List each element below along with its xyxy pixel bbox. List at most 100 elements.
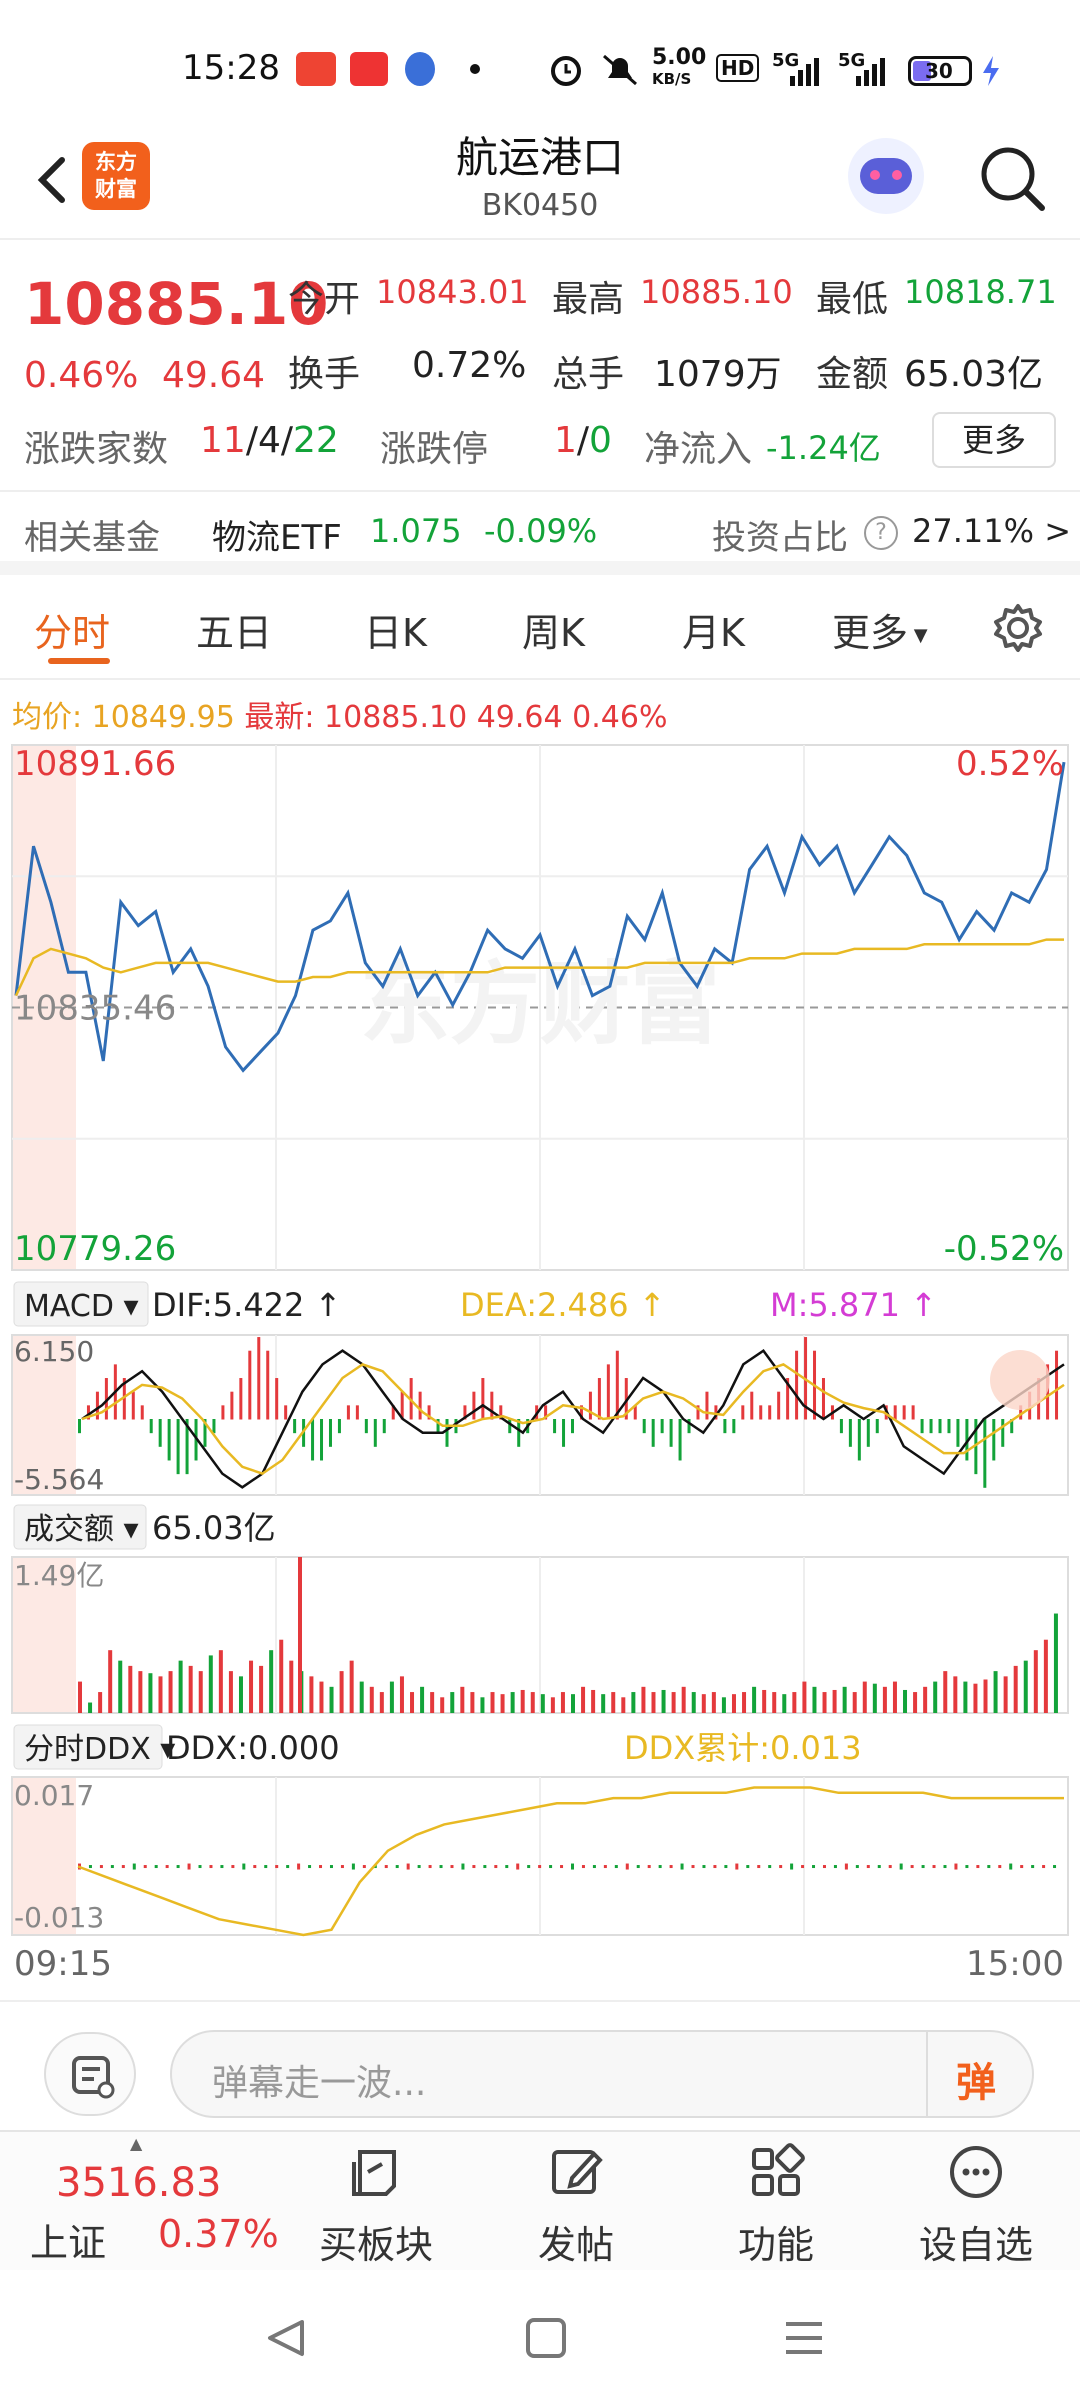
ddx-bar (132, 1863, 136, 1870)
macd-hist-bar (1055, 1350, 1059, 1420)
amount-bar (591, 1689, 596, 1713)
latest-change: 49.64 (476, 700, 563, 735)
amount-bar (963, 1681, 968, 1713)
avg-value: 10849.95 (91, 700, 235, 735)
charging-icon (983, 56, 999, 86)
ddx-bar (647, 1865, 651, 1869)
buy-block-label: 买板块 (318, 2223, 433, 2267)
danmu-send-button[interactable]: 弹 (926, 2032, 1032, 2116)
amount-bar (460, 1686, 465, 1713)
amount-bar (721, 1697, 726, 1713)
macd-hist-bar (499, 1405, 503, 1420)
nav-back-icon[interactable] (262, 2316, 310, 2360)
investment-ratio-value[interactable]: 27.11% > (912, 512, 1071, 550)
macd-hist-bar (974, 1419, 978, 1475)
add-watchlist-button[interactable]: 设自选 (886, 2142, 1066, 2269)
ddx-bar (406, 1863, 410, 1870)
macd-hist-bar (553, 1419, 557, 1434)
ddx-bar (855, 1865, 859, 1869)
ddx-bar (713, 1865, 717, 1869)
amount-selector-label: 成交额 ▾ (24, 1512, 139, 1547)
macd-hist-bar (651, 1419, 655, 1447)
volume-label: 总手 (552, 354, 625, 395)
nav-recents-icon[interactable] (782, 2316, 826, 2360)
buy-block-button[interactable]: 买板块 (286, 2142, 466, 2269)
tab-daily-k[interactable]: 日K (364, 611, 427, 655)
tab-five-day[interactable]: 五日 (196, 611, 273, 655)
macd-hist-bar (293, 1419, 297, 1434)
macd-hist-bar (544, 1405, 548, 1420)
help-icon[interactable]: ? (864, 516, 898, 550)
nav-home-icon[interactable] (524, 2316, 568, 2360)
danmu-input[interactable]: 弹幕走一波... 弹 (170, 2030, 1034, 2118)
signal-2-label: 5G (838, 50, 866, 71)
signal-1-label: 5G (772, 50, 800, 71)
ddx-bar (143, 1865, 147, 1869)
amount-label: 金额 (816, 354, 889, 395)
ddx-selector (13, 1724, 163, 1770)
amount-bar (601, 1694, 606, 1713)
tab-more[interactable]: 更多 ▼ (832, 611, 928, 655)
intraday-info-line: 均价: 10849.95 最新: 10885.10 49.64 0.46% (12, 692, 667, 736)
danmu-input-bar: 弹幕走一波... 弹 (0, 2000, 1080, 2130)
amount-bar (852, 1692, 857, 1713)
turnover-label: 换手 (288, 354, 361, 395)
ddx-bar (910, 1865, 914, 1869)
avg-label: 均价: (12, 700, 83, 735)
ddx-bar (669, 1865, 673, 1869)
amount-bar (78, 1681, 82, 1713)
ddx-axis-bottom: -0.013 (14, 1901, 104, 1934)
ddx-bar (1020, 1865, 1024, 1869)
tab-intraday[interactable]: 分时 (34, 611, 111, 655)
macd-hist-bar (938, 1419, 942, 1434)
macd-hist-bar (992, 1419, 996, 1461)
ddx-bar (450, 1865, 454, 1869)
settings-gear-icon[interactable] (990, 600, 1046, 656)
back-arrow-icon[interactable] (24, 142, 76, 218)
ddx-bar (614, 1865, 618, 1869)
amount-bar (691, 1692, 696, 1713)
amount-bar (98, 1692, 103, 1713)
ddx-bar (833, 1865, 837, 1869)
amount-bar (611, 1692, 616, 1713)
index-ticker[interactable]: ▲ 3516.83 上证 0.37% (30, 2134, 290, 2268)
amount-bar (1043, 1639, 1048, 1713)
amount-bar (420, 1686, 425, 1713)
robot-assistant-avatar[interactable] (848, 138, 924, 214)
amount-bar (369, 1686, 374, 1713)
function-button[interactable]: 功能 (686, 2142, 866, 2269)
post-button[interactable]: 发帖 (486, 2142, 666, 2269)
ddx-bar (176, 1865, 180, 1869)
macd-dea-label: DEA:2.486 ↑ (460, 1286, 666, 1324)
macd-hist-bar (257, 1337, 261, 1420)
macd-hist-bar (615, 1350, 619, 1420)
amount-bar (208, 1655, 213, 1713)
macd-hist-bar (768, 1405, 772, 1420)
related-fund-row[interactable]: 相关基金 物流ETF 1.075 -0.09% 投资占比 ? 27.11% > (0, 490, 1080, 575)
paw-notification-icon (405, 52, 435, 86)
amount-bar (973, 1683, 978, 1713)
macd-hist-bar (311, 1419, 315, 1461)
more-button[interactable]: 更多 (932, 412, 1056, 468)
macd-hist-bar (1001, 1419, 1005, 1447)
macd-hist-bar (956, 1419, 960, 1447)
macd-hist-bar (481, 1378, 485, 1420)
tab-weekly-k[interactable]: 周K (522, 611, 585, 655)
ddx-bar (362, 1865, 366, 1869)
macd-hist-bar (320, 1419, 324, 1461)
ddx-bar (976, 1865, 980, 1869)
search-icon[interactable] (976, 142, 1048, 214)
expand-chart-icon[interactable] (990, 1350, 1050, 1410)
ddx-pre-shade (12, 1777, 76, 1935)
macd-hist-bar (920, 1419, 924, 1434)
macd-hist-bar (275, 1378, 279, 1420)
macd-hist-bar (221, 1405, 225, 1420)
danmu-settings-button[interactable] (44, 2032, 136, 2116)
tab-monthly-k[interactable]: 月K (682, 611, 745, 655)
amount-bar (752, 1686, 757, 1713)
fund-name[interactable]: 物流ETF (212, 518, 342, 558)
ddx-bar (1053, 1865, 1057, 1869)
intraday-chart-area[interactable]: 东方财富10891.6610835.4610779.260.52%-0.52%M… (0, 735, 1080, 2005)
amount-bar (882, 1686, 887, 1713)
macd-hist-bar (929, 1419, 933, 1434)
